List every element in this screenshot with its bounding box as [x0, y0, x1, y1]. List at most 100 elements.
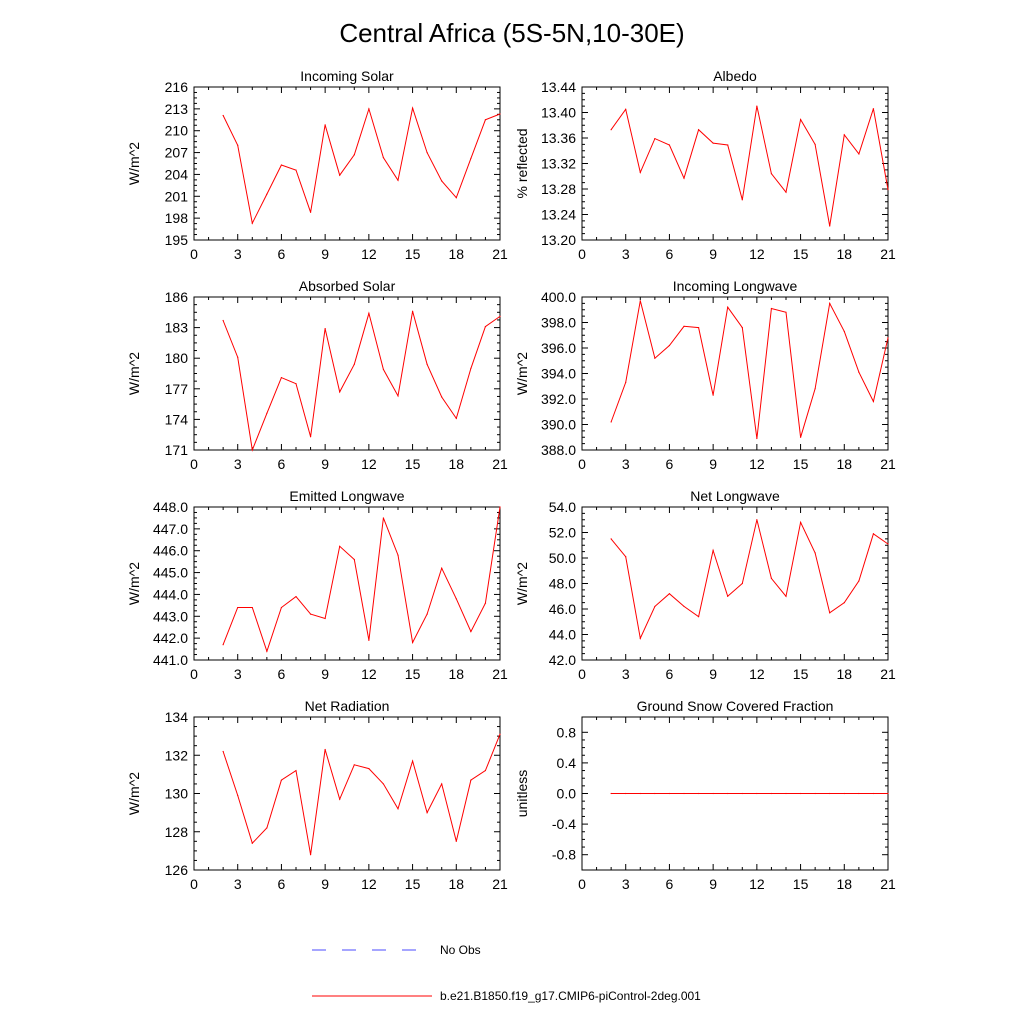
- data-point: [280, 376, 283, 379]
- data-point: [499, 315, 501, 317]
- data-point: [295, 596, 297, 598]
- x-tick-label: 0: [190, 246, 198, 262]
- y-tick-label: 207: [165, 145, 189, 161]
- y-tick-label: 13.36: [541, 130, 576, 146]
- panel-title: Albedo: [713, 68, 757, 84]
- data-point: [858, 371, 860, 373]
- data-point: [455, 417, 457, 419]
- data-point: [610, 129, 612, 131]
- data-point: [280, 164, 283, 166]
- panel-4: Incoming Longwave W/m^2 0 3 6 9 12 15 18 21 388.0 3…: [514, 278, 896, 472]
- data-point: [741, 199, 743, 201]
- data-point: [411, 310, 414, 312]
- x-tick-label: 18: [448, 456, 464, 472]
- x-tick-label: 21: [880, 876, 896, 892]
- panel-3: Absorbed Solar W/m^2 0 3 6 9 12 15 18 21 171 174 177…: [126, 278, 508, 472]
- x-tick-label: 9: [709, 456, 717, 472]
- data-point: [382, 783, 385, 785]
- data-point: [668, 144, 671, 146]
- data-point: [484, 119, 487, 121]
- x-tick-label: 6: [278, 246, 286, 262]
- y-axis-label: W/m^2: [126, 562, 142, 605]
- y-tick-label: 441.0: [153, 652, 188, 668]
- y-tick-label: 13.20: [541, 232, 576, 248]
- y-tick-label: 13.32: [541, 156, 576, 172]
- data-point: [266, 827, 268, 829]
- data-point: [639, 171, 641, 174]
- y-tick-label: 396.0: [541, 340, 576, 356]
- data-point: [455, 598, 457, 600]
- data-point: [668, 792, 671, 795]
- data-point: [251, 606, 253, 609]
- data-point: [858, 153, 860, 155]
- panel-grid: Incoming Solar W/m^2 0 3 6 9 12 15 18 21 195 198 201…: [126, 68, 896, 892]
- x-tick-label: 3: [234, 246, 242, 262]
- data-point: [858, 792, 860, 795]
- x-tick-label: 15: [405, 666, 421, 682]
- x-tick-label: 15: [405, 456, 421, 472]
- data-point: [756, 792, 758, 795]
- data-point: [712, 792, 714, 795]
- data-point: [266, 412, 268, 414]
- x-tick-label: 21: [492, 666, 508, 682]
- y-tick-label: 13.44: [541, 79, 576, 95]
- data-point: [654, 605, 656, 608]
- data-point: [799, 436, 802, 438]
- x-tick-label: 21: [880, 246, 896, 262]
- data-point: [756, 437, 758, 440]
- panel-title: Net Longwave: [690, 488, 780, 504]
- panel-6: Net Longwave W/m^2 0 3 6 9 12 15 18 21 42.0 44.0 46.…: [514, 488, 896, 682]
- data-point: [368, 108, 370, 110]
- series-line: [610, 519, 889, 640]
- data-point: [887, 792, 889, 795]
- data-point: [222, 114, 224, 117]
- y-axis-label: unitless: [514, 770, 530, 817]
- data-point: [741, 792, 743, 795]
- data-point: [872, 108, 875, 110]
- data-point: [324, 748, 326, 751]
- data-point: [426, 812, 428, 814]
- data-point: [280, 779, 283, 781]
- data-point: [411, 760, 414, 762]
- y-tick-label: 0.8: [557, 724, 577, 740]
- y-tick-label: 448.0: [153, 499, 188, 515]
- x-tick-label: 9: [709, 666, 717, 682]
- y-tick-label: 392.0: [541, 391, 576, 407]
- x-tick-label: 18: [448, 876, 464, 892]
- data-point: [251, 222, 253, 224]
- x-tick-label: 18: [448, 246, 464, 262]
- data-point: [799, 521, 802, 523]
- data-point: [324, 617, 326, 620]
- data-point: [858, 580, 860, 582]
- data-point: [368, 768, 370, 770]
- data-point: [295, 169, 297, 171]
- x-tick-label: 9: [321, 876, 329, 892]
- data-point: [741, 327, 743, 329]
- x-tick-label: 21: [880, 456, 896, 472]
- data-point: [397, 554, 399, 556]
- data-point: [353, 764, 355, 766]
- y-tick-label: 13.40: [541, 105, 576, 121]
- x-tick-label: 12: [361, 456, 377, 472]
- data-point: [799, 792, 802, 795]
- data-point: [484, 325, 487, 328]
- data-point: [441, 396, 443, 398]
- y-tick-label: 186: [165, 289, 189, 305]
- data-point: [712, 394, 714, 396]
- data-point: [484, 769, 487, 772]
- data-point: [222, 319, 224, 322]
- data-point: [727, 792, 729, 795]
- panel-title: Net Radiation: [305, 698, 390, 714]
- y-tick-label: 447.0: [153, 521, 188, 537]
- data-point: [426, 151, 428, 154]
- y-tick-label: 204: [165, 166, 189, 182]
- x-tick-label: 3: [622, 876, 630, 892]
- y-tick-label: 46.0: [549, 601, 576, 617]
- y-tick-label: 195: [165, 232, 189, 248]
- x-tick-label: 6: [666, 876, 674, 892]
- y-tick-label: 44.0: [549, 627, 576, 643]
- data-point: [668, 344, 671, 347]
- data-point: [470, 157, 472, 159]
- y-tick-label: 134: [165, 709, 189, 725]
- data-point: [397, 395, 399, 397]
